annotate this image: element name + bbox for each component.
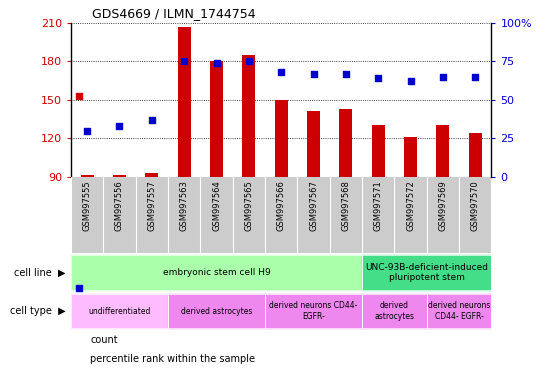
Point xyxy=(438,74,447,80)
Text: UNC-93B-deficient-induced
pluripotent stem: UNC-93B-deficient-induced pluripotent st… xyxy=(365,263,488,282)
Bar xyxy=(233,177,265,253)
Bar xyxy=(362,294,427,328)
Text: derived neurons
CD44- EGFR-: derived neurons CD44- EGFR- xyxy=(428,301,490,321)
Point xyxy=(75,356,84,362)
Text: cell line  ▶: cell line ▶ xyxy=(14,268,66,278)
Text: embryonic stem cell H9: embryonic stem cell H9 xyxy=(163,268,270,277)
Bar xyxy=(168,294,265,328)
Point xyxy=(212,60,221,66)
Bar xyxy=(200,177,233,253)
Bar xyxy=(81,175,93,177)
Text: GSM997567: GSM997567 xyxy=(309,180,318,231)
Text: derived neurons CD44-
EGFR-: derived neurons CD44- EGFR- xyxy=(269,301,358,321)
Bar xyxy=(145,173,158,177)
Point xyxy=(147,117,156,123)
Bar xyxy=(168,294,265,328)
Bar xyxy=(394,177,427,253)
Text: GSM997563: GSM997563 xyxy=(180,180,189,231)
Text: GSM997570: GSM997570 xyxy=(471,180,480,231)
Bar xyxy=(372,126,385,177)
Text: GSM997564: GSM997564 xyxy=(212,180,221,231)
Text: GDS4669 / ILMN_1744754: GDS4669 / ILMN_1744754 xyxy=(92,7,256,20)
Bar xyxy=(459,177,491,253)
Bar xyxy=(265,294,362,328)
Point xyxy=(309,71,318,77)
Text: percentile rank within the sample: percentile rank within the sample xyxy=(90,354,255,364)
Bar xyxy=(362,294,427,328)
Text: GSM997568: GSM997568 xyxy=(341,180,351,231)
Bar xyxy=(71,294,168,328)
Bar xyxy=(275,100,288,177)
Bar xyxy=(135,177,168,253)
Bar xyxy=(362,255,491,290)
Text: undifferentiated: undifferentiated xyxy=(88,306,151,316)
Bar xyxy=(298,177,330,253)
Point xyxy=(471,74,479,80)
Point xyxy=(115,123,124,129)
Text: derived
astrocytes: derived astrocytes xyxy=(375,301,414,321)
Point xyxy=(374,75,383,81)
Bar xyxy=(362,255,491,290)
Bar xyxy=(71,177,103,253)
Text: GSM997566: GSM997566 xyxy=(277,180,286,231)
Point xyxy=(83,127,92,134)
Bar xyxy=(71,255,362,290)
Text: GSM997555: GSM997555 xyxy=(82,180,92,231)
Bar xyxy=(404,137,417,177)
Text: GSM997572: GSM997572 xyxy=(406,180,415,231)
Bar xyxy=(307,111,320,177)
Bar xyxy=(71,294,168,328)
Bar xyxy=(330,177,362,253)
Bar xyxy=(362,177,394,253)
Bar xyxy=(265,177,298,253)
Bar xyxy=(427,294,491,328)
Bar xyxy=(103,177,135,253)
Point xyxy=(75,337,84,343)
Bar xyxy=(168,177,200,253)
Text: GSM997556: GSM997556 xyxy=(115,180,124,231)
Bar xyxy=(265,294,362,328)
Bar xyxy=(469,133,482,177)
Bar xyxy=(427,177,459,253)
Text: GSM997571: GSM997571 xyxy=(373,180,383,231)
Point xyxy=(180,58,188,65)
Bar xyxy=(210,61,223,177)
Point xyxy=(341,71,350,77)
Text: derived astrocytes: derived astrocytes xyxy=(181,306,252,316)
Bar xyxy=(427,294,491,328)
Text: GSM997565: GSM997565 xyxy=(245,180,253,231)
Point xyxy=(245,58,253,65)
Point xyxy=(277,69,286,75)
Bar xyxy=(242,55,256,177)
Text: GSM997557: GSM997557 xyxy=(147,180,156,231)
Bar xyxy=(113,175,126,177)
Bar xyxy=(71,255,362,290)
Bar xyxy=(340,109,352,177)
Text: cell type  ▶: cell type ▶ xyxy=(10,306,66,316)
Text: count: count xyxy=(90,335,118,345)
Bar xyxy=(436,126,449,177)
Text: GSM997569: GSM997569 xyxy=(438,180,447,231)
Bar xyxy=(177,27,191,177)
Point xyxy=(406,78,415,84)
